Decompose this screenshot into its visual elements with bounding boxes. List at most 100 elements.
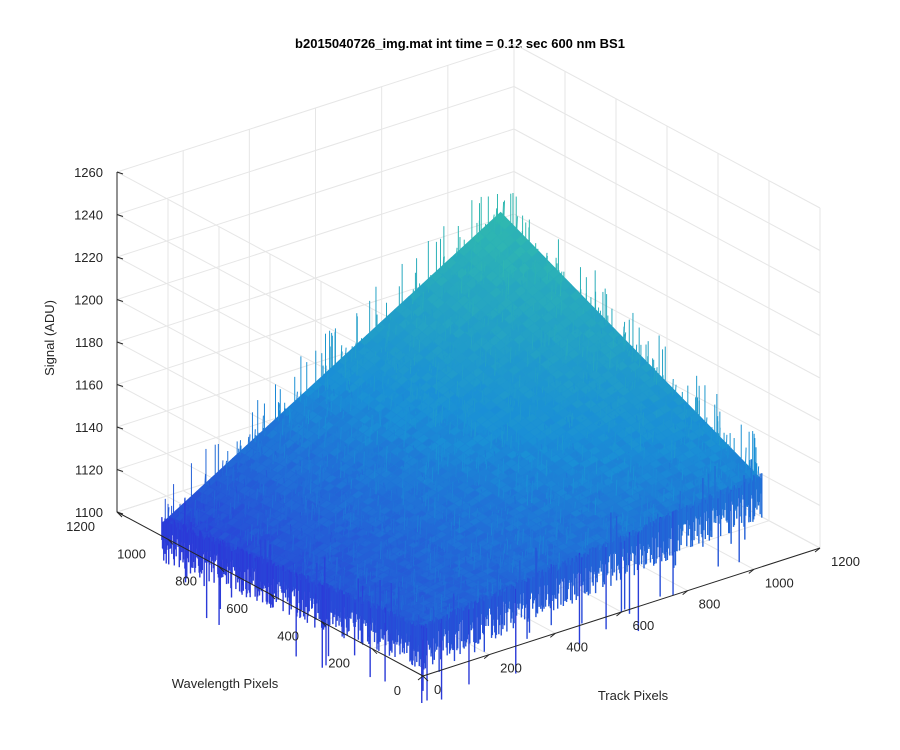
surface-noise [635, 510, 637, 513]
surface-noise [730, 459, 733, 474]
surface-noise [211, 492, 214, 498]
surface-noise [470, 543, 473, 558]
surface-noise [414, 411, 417, 415]
surface-noise [725, 434, 728, 452]
surface-noise [422, 596, 425, 614]
surface-noise [413, 480, 416, 499]
surface-noise [475, 386, 477, 389]
surface-noise [522, 571, 525, 575]
surface-noise [501, 430, 504, 448]
surface-noise [343, 445, 346, 459]
surface-noise [674, 384, 677, 395]
surface-noise [500, 374, 502, 383]
surface-noise [480, 369, 482, 371]
surface-noise [344, 455, 346, 457]
surface-noise [471, 378, 474, 383]
surface-noise [511, 559, 514, 573]
surface-noise [684, 478, 687, 486]
surface-noise [217, 513, 219, 526]
surface-noise [586, 536, 588, 543]
surface-noise [456, 438, 458, 451]
surface-noise [411, 563, 414, 568]
surface-noise [487, 485, 490, 492]
surface-noise [391, 527, 394, 530]
surface-noise [319, 386, 321, 388]
surface-noise [593, 532, 595, 537]
surface-noise [463, 420, 465, 437]
surface-noise [316, 442, 318, 446]
surface-noise [329, 545, 331, 562]
surface-noise [348, 448, 350, 450]
surface-noise [356, 563, 359, 579]
surface-noise [431, 308, 434, 317]
surface-noise [478, 492, 481, 502]
surface-noise [600, 470, 603, 484]
surface-noise [515, 292, 517, 296]
surface-noise [259, 482, 261, 493]
surface-noise [430, 523, 432, 525]
surface-noise [417, 591, 420, 600]
surface-noise [321, 472, 324, 478]
surface-noise [629, 360, 632, 362]
surface-noise [559, 305, 561, 313]
surface-noise [387, 378, 389, 385]
surface-noise [553, 376, 555, 383]
surface-noise [522, 258, 524, 268]
surface-noise [414, 336, 416, 342]
surface-noise [259, 525, 261, 532]
surface-noise [484, 457, 487, 465]
surface-noise [514, 534, 517, 541]
surface-noise [445, 508, 448, 522]
surface-noise [702, 425, 705, 431]
surface-noise [358, 582, 361, 597]
surface-noise [520, 540, 523, 550]
grid-line [116, 171, 515, 300]
surface-noise [619, 408, 621, 412]
surface-noise [480, 565, 482, 570]
surface-noise [620, 494, 622, 500]
surface-noise [342, 411, 344, 419]
surface-noise [435, 328, 438, 338]
surface-noise [296, 567, 299, 569]
surface-noise [467, 303, 469, 316]
surface-noise [382, 373, 384, 389]
surface-noise [409, 341, 411, 352]
surface-noise [454, 333, 457, 338]
surface-noise [630, 495, 633, 498]
surface-noise [579, 462, 582, 467]
surface-noise [392, 532, 394, 535]
surface-noise [500, 368, 502, 370]
surface-noise [412, 289, 414, 305]
surface-noise [496, 338, 498, 345]
surface-noise [443, 457, 446, 461]
surface-noise [376, 370, 378, 373]
surface-noise [405, 574, 407, 576]
surface-noise [265, 529, 267, 535]
surface-noise [386, 343, 389, 351]
surface-noise [534, 267, 536, 284]
surface-noise [457, 342, 460, 348]
surface-noise [208, 481, 211, 488]
surface-noise [478, 479, 480, 486]
surface-noise [364, 337, 366, 339]
surface-noise [658, 442, 660, 444]
surface-noise [412, 445, 415, 449]
surface-noise [382, 486, 384, 490]
surface-noise [283, 445, 286, 459]
surface-noise [498, 249, 501, 258]
surface-noise [420, 297, 422, 311]
surface-noise [357, 499, 360, 516]
surface-noise [231, 515, 234, 520]
surface-noise [366, 459, 368, 467]
surface-noise [438, 321, 440, 328]
surface-noise [518, 264, 520, 272]
surface-noise [461, 500, 464, 509]
surface-noise [417, 515, 419, 533]
surface-noise [595, 520, 598, 529]
surface-noise [432, 542, 435, 545]
surface-noise [613, 442, 615, 453]
surface-noise [509, 332, 511, 338]
surface-noise [287, 566, 290, 570]
surface-noise [501, 232, 503, 242]
surface-noise [546, 536, 548, 540]
